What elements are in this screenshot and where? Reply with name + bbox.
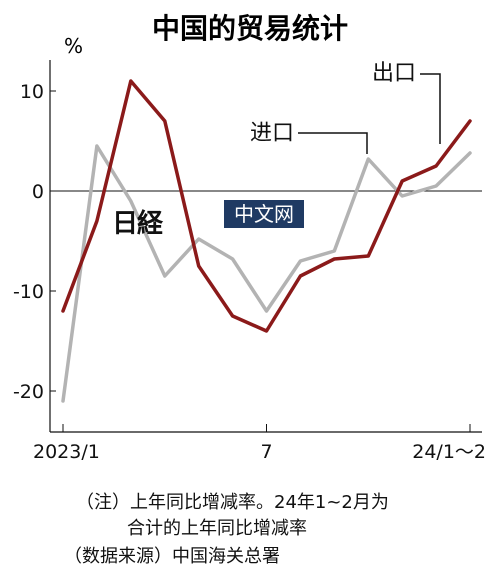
series-label-exports: 出口 bbox=[372, 61, 416, 86]
series-lines bbox=[61, 79, 472, 403]
x-tick-label: 2023/1 bbox=[33, 441, 100, 463]
y-tick-label: -20 bbox=[13, 381, 44, 403]
y-tick-label: 0 bbox=[32, 181, 44, 203]
note-line-1: （注）上年同比增减率。24年1~2月为 bbox=[76, 492, 389, 513]
series-label-imports: 进口 bbox=[250, 121, 294, 146]
series-line-exports bbox=[61, 79, 472, 333]
x-tick-label: 24/1～2 bbox=[412, 441, 486, 463]
y-tick-label: 10 bbox=[20, 81, 44, 103]
x-tick-label: 7 bbox=[260, 441, 272, 463]
y-tick-label: -10 bbox=[13, 281, 44, 303]
y-axis-unit: % bbox=[64, 34, 83, 58]
source-line: （数据来源）中国海关总署 bbox=[64, 546, 280, 567]
axes bbox=[49, 60, 482, 433]
imports-leader-line bbox=[298, 132, 368, 154]
exports-leader-line bbox=[420, 73, 441, 144]
chinese-site-badge: 中文网 bbox=[224, 200, 304, 228]
series-line-imports bbox=[61, 144, 472, 403]
chart-title: 中国的贸易统计 bbox=[152, 12, 348, 45]
nikkei-logo: 日経 bbox=[112, 209, 163, 239]
note-line-2: 合计的上年同比增减率 bbox=[127, 518, 307, 539]
tick-labels: 10 0 -10 -20 2023/1 7 24/1～2 bbox=[13, 81, 486, 463]
